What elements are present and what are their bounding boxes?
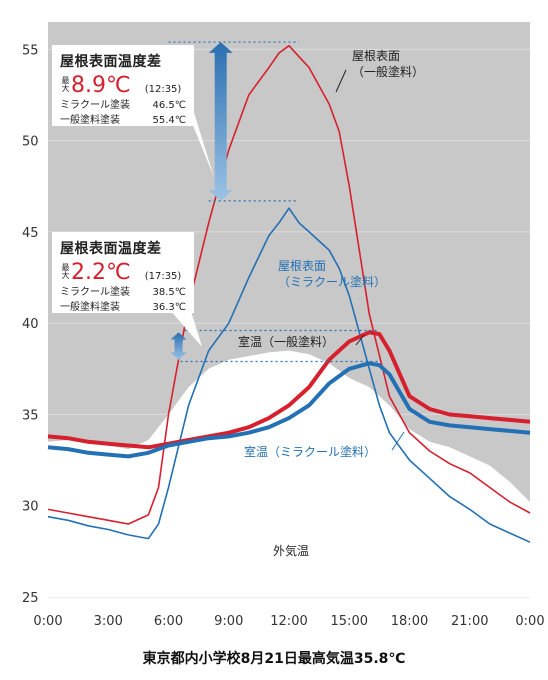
annotation-title: 屋根表面温度差 xyxy=(60,241,162,257)
max-value: 2.2℃ xyxy=(71,260,131,285)
row-value: 38.5℃ xyxy=(152,287,187,298)
max-label: 最大 xyxy=(61,263,70,279)
max-time: (12:35) xyxy=(144,84,182,95)
roof-general-line xyxy=(47,44,531,525)
row-value: 46.5℃ xyxy=(152,100,187,111)
room-general-line xyxy=(47,330,531,450)
row-value: 55.4℃ xyxy=(152,115,187,126)
x-tick-label: 15:00 xyxy=(331,614,368,629)
leader-line xyxy=(355,334,365,346)
annotation-box-roof-diff: 屋根表面温度差 最大 8.9℃ (12:35) ミラクール塗装 46.5℃ 一般塗… xyxy=(52,45,194,126)
series-label-room-miracool: 室温（ミラクール塗料） xyxy=(244,444,376,459)
room-miracool-line xyxy=(47,361,531,459)
y-tick-label: 35 xyxy=(22,408,39,423)
row-value: 36.3℃ xyxy=(152,302,187,313)
x-tick-label: 6:00 xyxy=(154,614,183,629)
series-label-outdoor: 外気温 xyxy=(273,543,309,558)
row-label: ミラクール塗装 xyxy=(60,287,130,298)
y-tick-label: 45 xyxy=(22,226,39,241)
x-tick-label: 3:00 xyxy=(94,614,123,629)
annotation-box-room-diff: 屋根表面温度差 最大 2.2℃ (17:35) ミラクール塗装 38.5℃ 一般塗… xyxy=(52,232,194,313)
series-label-roof-general: （一般塗料） xyxy=(352,64,424,79)
outdoor-temp-area xyxy=(48,350,530,597)
max-value: 8.9℃ xyxy=(71,73,131,98)
y-tick-label: 40 xyxy=(22,317,39,332)
chart-caption: 東京都内小学校8月21日最高気温35.8℃ xyxy=(142,651,406,667)
max-time: (17:35) xyxy=(144,271,182,282)
y-tick-label: 55 xyxy=(22,43,39,58)
max-label: 最大 xyxy=(61,76,70,92)
series-label-room-general: 室温（一般塗料） xyxy=(238,334,334,349)
leader-line xyxy=(335,69,347,93)
leader-line xyxy=(391,431,405,451)
roof-miracool-line xyxy=(47,207,531,543)
row-label: 一般塗料塗装 xyxy=(60,115,120,126)
roof-diff-arrow xyxy=(208,42,233,201)
series-label-roof-miracool: 屋根表面 xyxy=(278,259,326,273)
room-diff-arrow xyxy=(170,332,187,360)
x-tick-label: 18:00 xyxy=(391,614,428,629)
series-label-roof-general: 屋根表面 xyxy=(352,49,400,63)
x-tick-label: 9:00 xyxy=(214,614,243,629)
callout-pointer xyxy=(190,100,214,178)
x-tick-label: 12:00 xyxy=(270,614,307,629)
series-label-roof-miracool: （ミラクール塗料） xyxy=(278,274,386,289)
annotation-title: 屋根表面温度差 xyxy=(60,54,162,70)
y-tick-label: 25 xyxy=(22,591,39,606)
x-tick-label: 0:00 xyxy=(33,614,62,629)
row-label: ミラクール塗装 xyxy=(60,100,130,111)
x-tick-label: 21:00 xyxy=(451,614,488,629)
y-tick-label: 50 xyxy=(22,135,39,150)
y-tick-label: 30 xyxy=(22,500,39,515)
row-label: 一般塗料塗装 xyxy=(60,302,120,313)
x-tick-label: 0:00 xyxy=(515,614,544,629)
